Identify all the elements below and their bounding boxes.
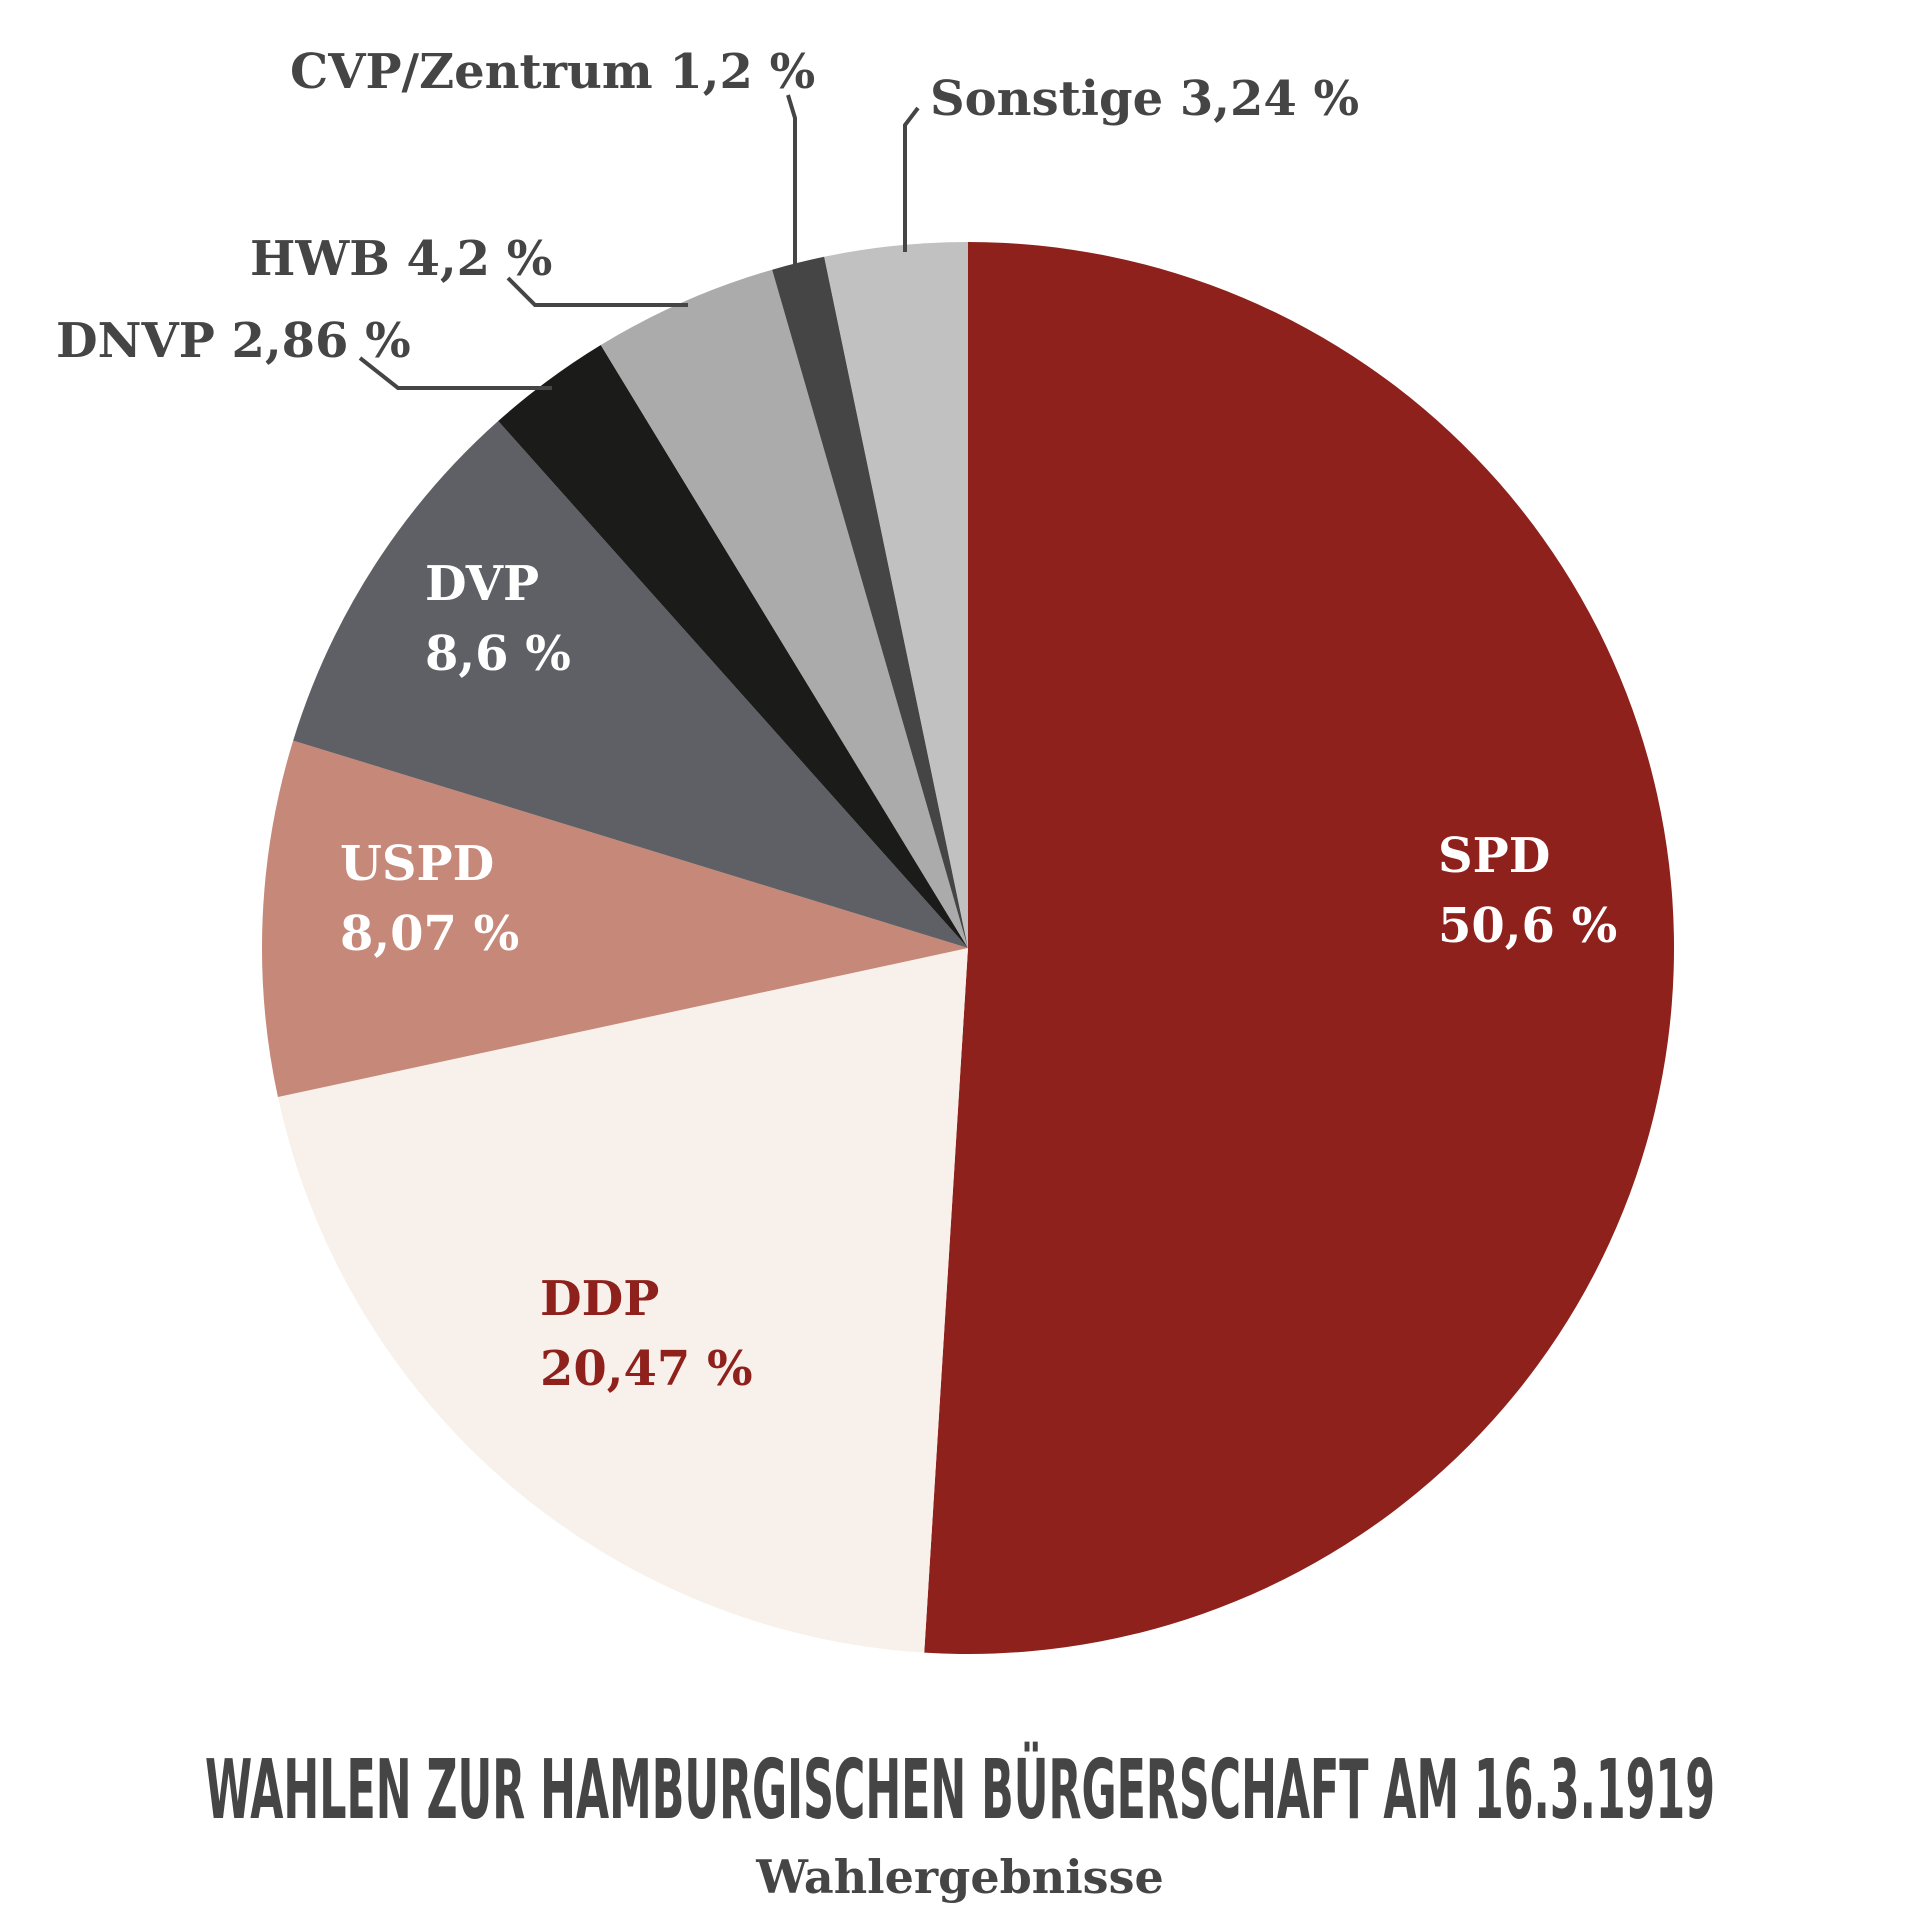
slice-value-cvp-zentrum: 1,2 %: [669, 44, 815, 100]
pie-slice-cvp-zentrum: [772, 256, 968, 948]
slice-name-spd: SPD: [1438, 828, 1550, 884]
slice-name-uspd: USPD: [340, 836, 494, 892]
slice-value-sonstige: 3,24 %: [1180, 71, 1359, 127]
pie-slice-ddp: [277, 948, 968, 1653]
pie-slice-spd: [924, 242, 1675, 1654]
leader-line-dnvp: [358, 356, 552, 390]
slice-value-dvp: 8,6 %: [425, 626, 571, 682]
leader-line-hwb: [506, 276, 688, 307]
pie-slice-uspd: [261, 740, 968, 1098]
slice-name-dvp: DVP: [425, 556, 539, 612]
slice-name-hwb: HWB: [250, 231, 407, 287]
chart-title: WAHLEN ZUR HAMBURGISCHEN BÜRGERSCHAFT AM…: [205, 1742, 1715, 1838]
slice-name-ddp: DDP: [540, 1271, 659, 1327]
pie-slice-hwb: [600, 269, 968, 949]
slice-label-dnvp: DNVP 2,86 %: [56, 313, 411, 369]
slice-label-sonstige: Sonstige 3,24 %: [930, 71, 1359, 127]
slice-label-cvp-zentrum: CVP/Zentrum 1,2 %: [290, 44, 815, 100]
slice-value-dnvp: 2,86 %: [232, 313, 411, 369]
slice-name-dnvp: DNVP: [56, 313, 232, 369]
pie-slice-dvp: [293, 421, 968, 948]
pie-slice-sonstige: [824, 242, 968, 948]
slice-value-hwb: 4,2 %: [407, 231, 553, 287]
leader-line-cvp-zentrum: [786, 94, 797, 266]
slice-value-uspd: 8,07 %: [340, 906, 519, 962]
leader-line-sonstige: [903, 106, 920, 252]
slice-value-ddp: 20,47 %: [540, 1341, 753, 1397]
slice-label-hwb: HWB 4,2 %: [250, 231, 552, 287]
slice-value-spd: 50,6 %: [1438, 898, 1617, 954]
slice-name-sonstige: Sonstige: [930, 71, 1180, 127]
slice-name-cvp-zentrum: CVP/Zentrum: [290, 44, 669, 100]
chart-subtitle: Wahlergebnisse: [755, 1850, 1163, 1904]
pie-slice-dnvp: [498, 345, 968, 948]
